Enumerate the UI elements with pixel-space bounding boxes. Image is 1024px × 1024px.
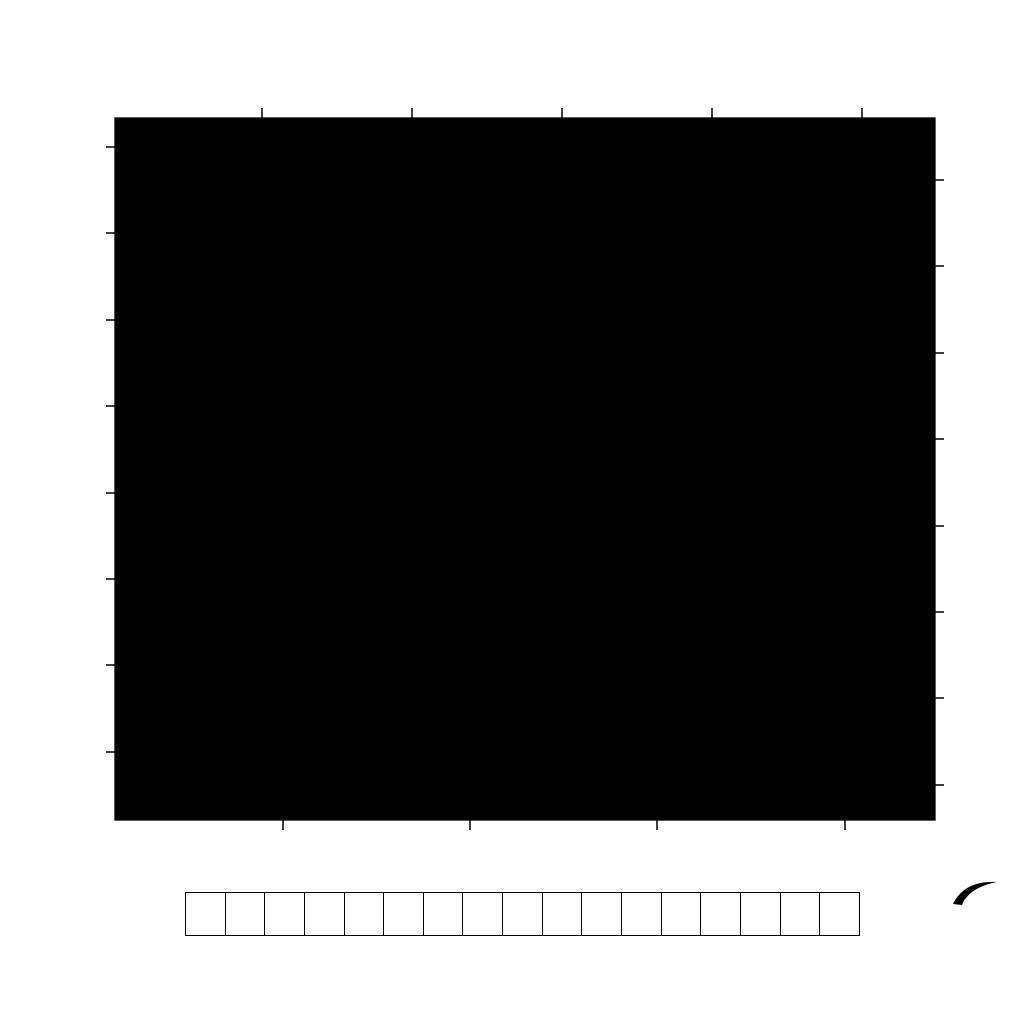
colorbar-cell [662, 893, 702, 935]
bottom-axis-ticks [282, 820, 846, 830]
left-axis-ticks [106, 146, 115, 753]
colorbar-cell [701, 893, 741, 935]
top-axis-ticks [261, 108, 863, 118]
colorbar-cell [384, 893, 424, 935]
colorbar-cell [186, 893, 226, 935]
colorbar-cell [543, 893, 583, 935]
colorbar-cell [463, 893, 504, 935]
right-axis-ticks [935, 179, 944, 786]
forecast-map [115, 118, 935, 820]
colorbar-cell [265, 893, 305, 935]
colorbar-cell [345, 893, 385, 935]
colorbar-cell [820, 893, 859, 935]
gmu-logo [893, 881, 1017, 972]
gmu-leaf-icon [953, 881, 997, 905]
colorbar-cell [305, 893, 345, 935]
colorbar-cell [424, 893, 464, 935]
colorbar [185, 892, 860, 936]
colorbar-cell [503, 893, 543, 935]
colorbar-cell [582, 893, 623, 935]
colorbar-cell [741, 893, 781, 935]
colorbar-cell [226, 893, 266, 935]
leaf-shape [953, 881, 997, 905]
colorbar-cell [781, 893, 821, 935]
colorbar-cell [622, 893, 662, 935]
